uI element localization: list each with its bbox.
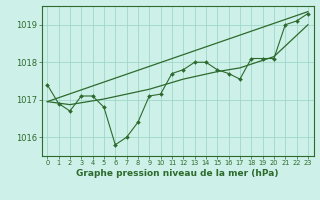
X-axis label: Graphe pression niveau de la mer (hPa): Graphe pression niveau de la mer (hPa)	[76, 169, 279, 178]
